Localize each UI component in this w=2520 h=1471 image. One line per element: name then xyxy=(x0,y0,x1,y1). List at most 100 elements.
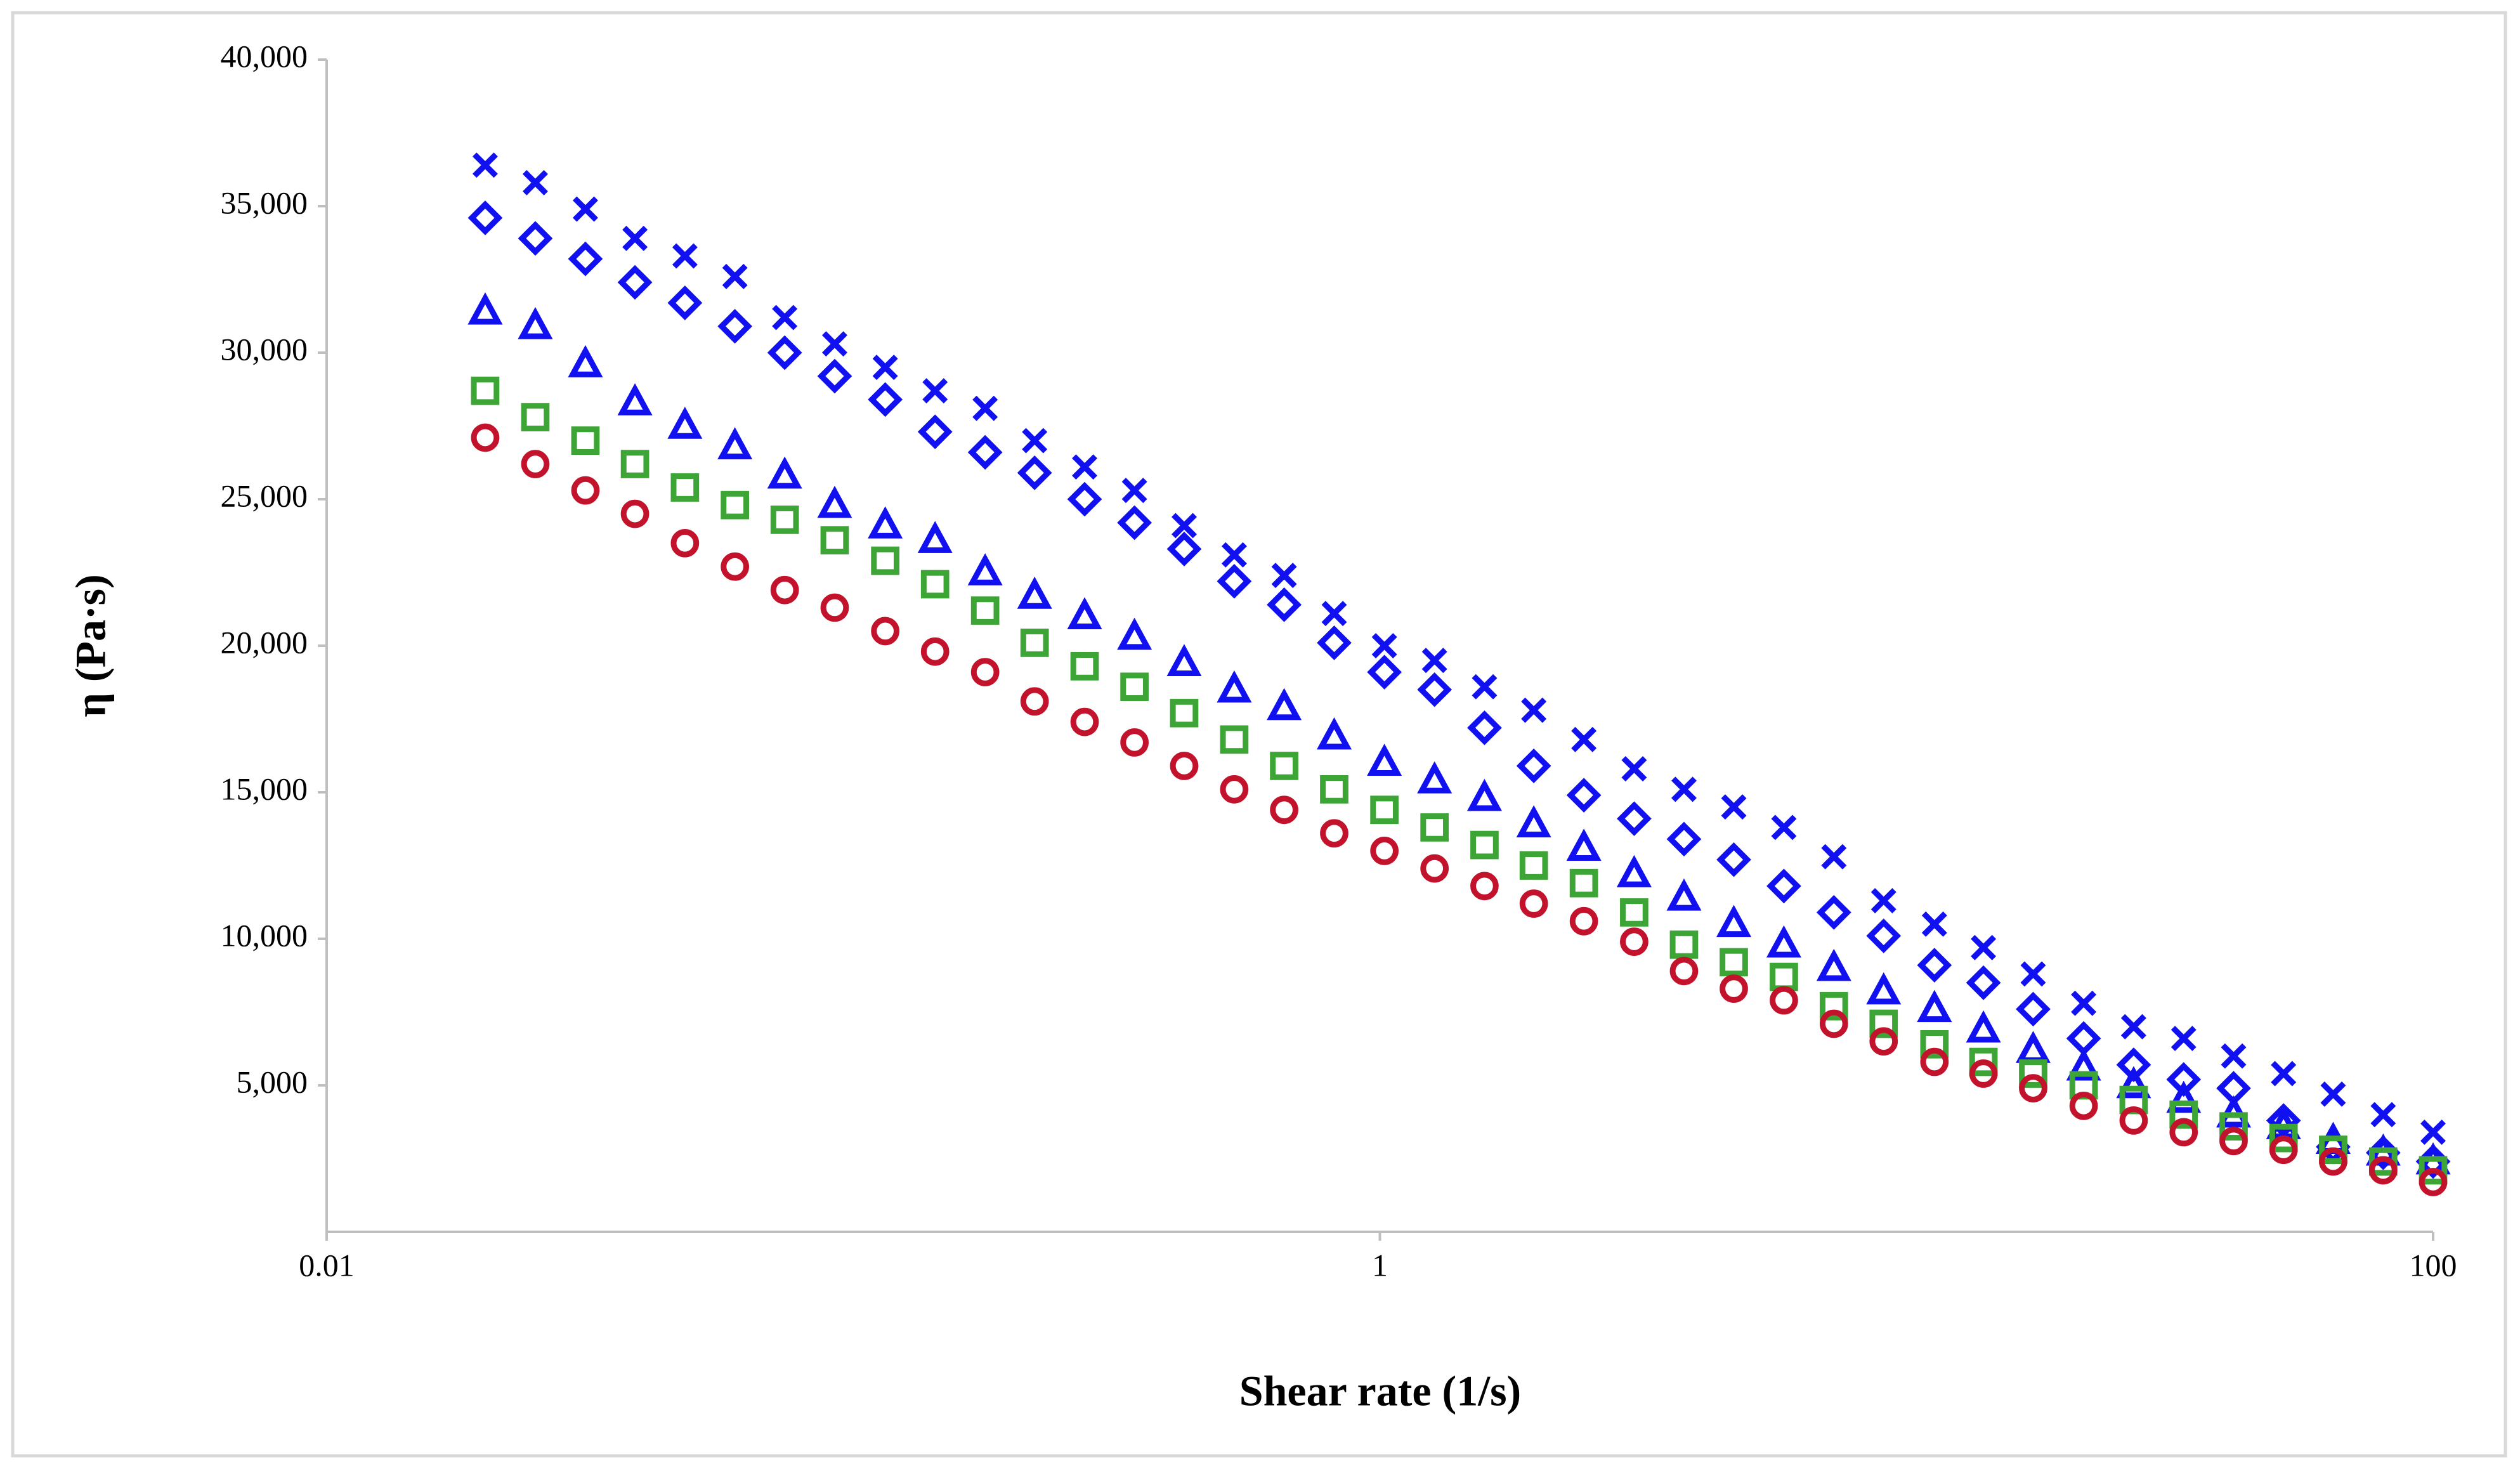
point xyxy=(1217,563,1252,599)
point xyxy=(1370,837,1399,865)
point xyxy=(1721,794,1747,820)
point xyxy=(1720,948,1748,977)
point xyxy=(522,170,548,196)
point xyxy=(1067,597,1102,630)
point xyxy=(1070,651,1099,681)
point xyxy=(2269,1135,2298,1164)
point xyxy=(872,355,898,381)
point xyxy=(2071,990,2097,1016)
point xyxy=(2420,1119,2446,1145)
point xyxy=(617,383,653,415)
point xyxy=(622,225,648,251)
y-axis-title: η (Pa·s) xyxy=(67,574,115,717)
point xyxy=(1866,919,1902,953)
point xyxy=(1521,697,1547,723)
point xyxy=(2119,1085,2148,1115)
point xyxy=(2069,1071,2098,1100)
point xyxy=(1466,778,1502,811)
point xyxy=(1519,889,1548,918)
point xyxy=(1367,655,1402,690)
point xyxy=(1617,801,1652,836)
point xyxy=(721,490,749,520)
point xyxy=(868,382,903,417)
point xyxy=(770,505,799,534)
point xyxy=(1569,906,1598,936)
point xyxy=(521,403,550,431)
point xyxy=(2019,1074,2047,1102)
point xyxy=(1917,948,1952,983)
point xyxy=(1472,674,1498,700)
point xyxy=(770,575,799,605)
point xyxy=(1321,601,1347,627)
y-tick-label: 10,000 xyxy=(221,917,308,953)
point xyxy=(970,658,1000,686)
point xyxy=(1171,513,1197,539)
point xyxy=(1070,707,1099,736)
point xyxy=(1371,633,1397,658)
point xyxy=(2120,1014,2146,1040)
point xyxy=(1320,819,1348,848)
point xyxy=(1620,927,1648,956)
point xyxy=(1220,775,1249,804)
point xyxy=(667,285,703,320)
point xyxy=(1819,1009,1848,1038)
point xyxy=(1969,1059,1998,1088)
point xyxy=(1370,795,1399,825)
point xyxy=(1017,455,1052,490)
point xyxy=(1669,957,1699,986)
point xyxy=(1166,532,1202,566)
point xyxy=(1666,821,1702,857)
point xyxy=(1170,698,1199,728)
point xyxy=(1117,617,1152,650)
point xyxy=(1166,644,1202,676)
point xyxy=(917,414,953,450)
point xyxy=(1770,986,1798,1015)
x-tick-label: 1 xyxy=(1372,1247,1388,1283)
point xyxy=(721,552,749,581)
point xyxy=(1270,795,1298,825)
point xyxy=(1666,878,1702,911)
point xyxy=(2166,1062,2202,1097)
point xyxy=(967,553,1003,585)
point xyxy=(1971,934,1997,960)
point xyxy=(1720,974,1748,1003)
y-tick-label: 20,000 xyxy=(221,624,308,660)
point xyxy=(1120,672,1149,702)
point xyxy=(2171,1026,2197,1052)
x-tick-label: 100 xyxy=(2410,1247,2457,1283)
point xyxy=(820,526,849,555)
point xyxy=(1470,830,1499,860)
point xyxy=(2069,1091,2098,1120)
point xyxy=(1317,625,1352,660)
point xyxy=(820,593,849,622)
point xyxy=(1467,710,1502,745)
point xyxy=(722,263,748,289)
point xyxy=(2166,1080,2202,1113)
point xyxy=(2119,1106,2148,1135)
point xyxy=(1966,1010,2001,1043)
point xyxy=(1072,454,1097,480)
point xyxy=(1316,717,1352,750)
point xyxy=(1866,972,1902,1005)
point xyxy=(1566,828,1602,861)
point xyxy=(1170,752,1199,780)
point xyxy=(920,570,950,599)
point xyxy=(617,265,653,300)
point xyxy=(2368,1156,2398,1185)
point xyxy=(2016,991,2051,1027)
point xyxy=(1421,648,1447,674)
point xyxy=(2219,1127,2248,1156)
point xyxy=(1816,895,1851,930)
point xyxy=(767,335,802,370)
point xyxy=(467,200,503,235)
point xyxy=(1020,687,1049,716)
point xyxy=(472,152,498,178)
point xyxy=(1420,854,1449,883)
point xyxy=(1420,813,1449,842)
y-tick-label: 40,000 xyxy=(221,38,308,74)
point xyxy=(467,292,503,325)
point xyxy=(922,378,948,404)
point xyxy=(1921,911,1947,937)
point xyxy=(2271,1061,2297,1087)
